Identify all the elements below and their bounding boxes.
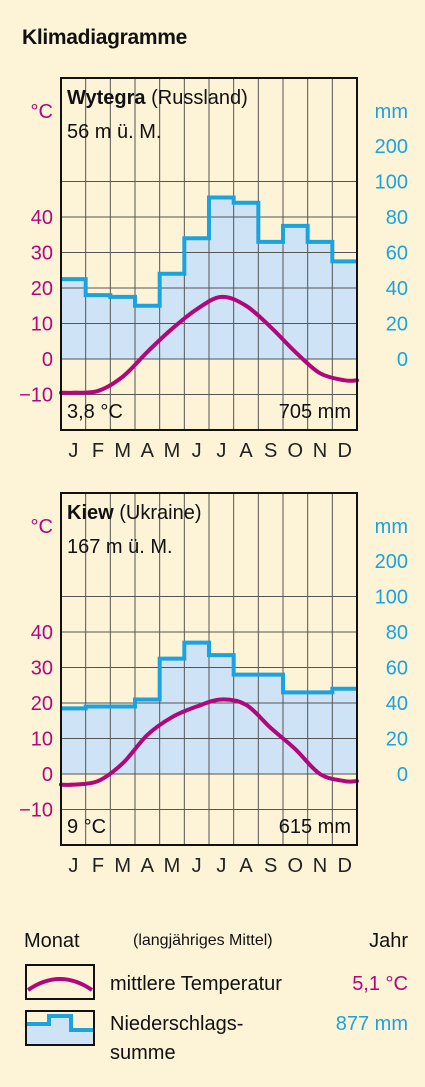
- precipitation-tick-label: 0: [397, 764, 408, 786]
- station-label: Kiew (Ukraine): [67, 502, 201, 524]
- temperature-tick-label: 10: [31, 314, 53, 336]
- legend: Monat (langjähriges Mittel) Jahr mittler…: [0, 920, 425, 1080]
- temperature-tick-label: 30: [31, 658, 53, 680]
- temperature-tick-label: −10: [19, 800, 53, 822]
- temperature-tick-label: 40: [31, 207, 53, 229]
- legend-temp-label: mittlere Temperatur: [110, 973, 282, 995]
- temperature-tick-label: 20: [31, 278, 53, 300]
- station-elevation: 167 m ü. M.: [67, 536, 173, 558]
- month-label: A: [239, 855, 253, 877]
- temperature-tick-label: −10: [19, 385, 53, 407]
- temperature-tick-label: 0: [42, 764, 53, 786]
- legend-header-month: Monat: [24, 930, 80, 952]
- month-label: J: [216, 440, 226, 462]
- precipitation-tick-label: 60: [386, 658, 408, 680]
- precipitation-tick-label: 200: [375, 136, 408, 158]
- legend-header-year: Jahr: [369, 930, 408, 952]
- temperature-line: [59, 697, 359, 787]
- precipitation-tick-label: 20: [386, 314, 408, 336]
- temperature-tick-label: 20: [31, 693, 53, 715]
- precipitation-tick-label: 200: [375, 551, 408, 573]
- month-label: M: [164, 440, 181, 462]
- month-label: J: [192, 855, 202, 877]
- page-title: Klimadiagramme: [22, 26, 188, 49]
- temperature-unit: °C: [31, 101, 53, 123]
- month-label: F: [92, 440, 104, 462]
- month-label: F: [92, 855, 104, 877]
- month-label: M: [164, 855, 181, 877]
- climate-chart-wytegra: Wytegra (Russland)56 m ü. M.°C403020100−…: [19, 77, 408, 462]
- annual-precipitation: 615 mm: [279, 816, 351, 838]
- climate-chart-kiew: Kiew (Ukraine)167 m ü. M.°C403020100−10m…: [19, 492, 408, 877]
- precipitation-tick-label: 100: [375, 172, 408, 194]
- month-label: O: [288, 440, 304, 462]
- legend-temp-value: 5,1 °C: [352, 973, 408, 995]
- month-label: N: [313, 855, 327, 877]
- chart-frame: [60, 77, 358, 431]
- month-label: J: [192, 440, 202, 462]
- chart-frame: [60, 492, 358, 846]
- station-name: Wytegra: [67, 87, 146, 109]
- temperature-tick-label: 10: [31, 729, 53, 751]
- month-label: M: [114, 855, 131, 877]
- month-label: D: [337, 855, 351, 877]
- precipitation-line: [61, 195, 357, 308]
- annual-temperature: 9 °C: [67, 816, 106, 838]
- month-label: N: [313, 440, 327, 462]
- month-label: A: [239, 440, 253, 462]
- precipitation-tick-label: 60: [386, 243, 408, 265]
- annual-temperature: 3,8 °C: [67, 401, 123, 423]
- precipitation-tick-label: 40: [386, 693, 408, 715]
- temperature-line: [59, 294, 359, 395]
- month-label: A: [141, 855, 155, 877]
- precipitation-tick-label: 100: [375, 587, 408, 609]
- station-label: Wytegra (Russland): [67, 87, 248, 109]
- month-label: D: [337, 440, 351, 462]
- temperature-tick-label: 30: [31, 243, 53, 265]
- precipitation-tick-label: 20: [386, 729, 408, 751]
- annual-precipitation: 705 mm: [279, 401, 351, 423]
- temperature-tick-label: 40: [31, 622, 53, 644]
- month-label: S: [264, 440, 277, 462]
- legend-temp-swatch: [25, 964, 95, 1000]
- month-label: M: [114, 440, 131, 462]
- precipitation-line: [61, 640, 357, 711]
- legend-precip-swatch: [25, 1010, 95, 1046]
- station-name: Kiew: [67, 502, 114, 524]
- month-label: O: [288, 855, 304, 877]
- precipitation-tick-label: 80: [386, 207, 408, 229]
- station-country: (Russland): [146, 87, 248, 109]
- temperature-tick-label: 0: [42, 349, 53, 371]
- temperature-unit: °C: [31, 516, 53, 538]
- month-label: J: [216, 855, 226, 877]
- precipitation-unit: mm: [375, 516, 408, 538]
- precipitation-tick-label: 80: [386, 622, 408, 644]
- precipitation-tick-label: 0: [397, 349, 408, 371]
- station-elevation: 56 m ü. M.: [67, 121, 161, 143]
- legend-precip-label-1: Niederschlags-: [110, 1013, 244, 1035]
- month-label: J: [68, 855, 78, 877]
- legend-precip-label-2: summe: [110, 1042, 176, 1064]
- legend-header-mean: (langjähriges Mittel): [133, 932, 273, 949]
- station-country: (Ukraine): [114, 502, 202, 524]
- month-label: S: [264, 855, 277, 877]
- legend-precip-value: 877 mm: [335, 1013, 408, 1035]
- precipitation-tick-label: 40: [386, 278, 408, 300]
- month-label: J: [68, 440, 78, 462]
- precipitation-unit: mm: [375, 101, 408, 123]
- month-label: A: [141, 440, 155, 462]
